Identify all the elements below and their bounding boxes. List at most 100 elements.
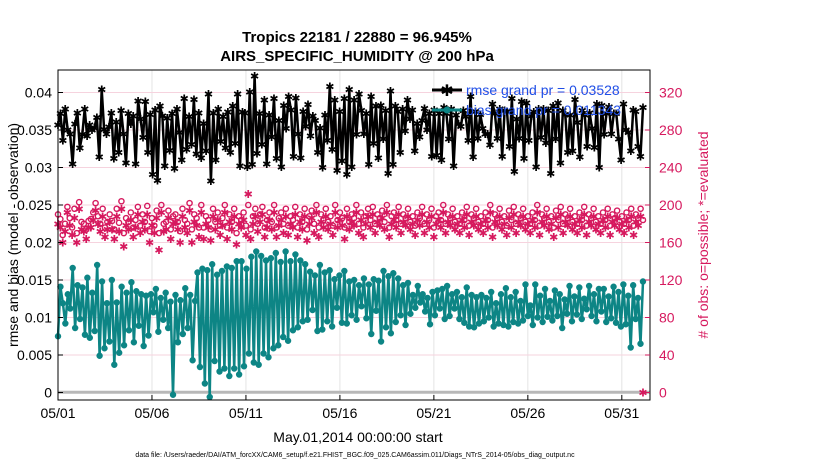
y-right-tick-label: 240 [659,160,683,176]
y-right-tick-label: 320 [659,85,683,101]
possible-point [259,203,266,211]
rmse-point: ✱ [396,148,405,160]
evaluated-point: ✱ [298,224,307,236]
rmse-point: ✱ [410,146,419,158]
evaluated-point: ✱ [563,221,572,233]
possible-point [564,214,572,222]
possible-point [270,201,278,209]
possible-point [498,218,506,226]
bias-point [106,338,113,345]
rmse-point: ✱ [502,106,511,118]
possible-point [306,212,313,220]
series-rmse-line [56,74,645,183]
bias-point [556,291,563,298]
rmse-point: ✱ [262,159,271,171]
evaluated-point: ✱ [467,217,476,229]
bias-point [196,363,204,371]
possible-point [531,216,539,224]
bias-point [380,267,387,275]
rmse-point: ✱ [512,114,521,126]
bias-point [98,278,106,285]
rmse-point: ✱ [223,107,232,119]
bias-point [473,294,480,301]
evaluated-point: ✱ [112,211,121,223]
evaluated-point: ✱ [446,221,455,233]
rmse-point: ✱ [257,139,266,151]
possible-point [630,222,637,229]
rmse-point: ✱ [61,104,70,116]
evaluated-point: ✱ [544,224,553,236]
x-tick-label: 05/21 [416,405,451,421]
possible-point [174,218,182,226]
possible-point [482,209,489,216]
rmse-point: ✱ [119,129,128,141]
evaluated-point: ✱ [429,232,438,244]
rmse-point: ✱ [556,158,565,170]
rmse-point: ✱ [303,100,312,112]
rmse-point: ✱ [464,136,473,148]
bias-point [465,323,473,330]
y-right-tick-label: 80 [659,310,675,326]
bias-point [213,271,221,278]
bias-point [475,320,483,327]
bias-point [150,309,157,316]
possible-point [587,214,595,222]
bias-point [637,340,644,347]
evaluated-point: ✱ [79,226,88,238]
bias-point [458,294,466,301]
rmse-point: ✱ [92,112,101,124]
bias-point [157,294,164,302]
evaluated-point: ✱ [495,211,504,223]
possible-point [510,203,518,211]
possible-point [397,220,405,228]
bias-point [194,269,201,276]
possible-point [395,203,402,211]
rmse-point: ✱ [352,130,361,142]
rmse-point: ✱ [546,169,555,181]
bias-point [603,318,610,326]
possible-point [350,214,358,222]
possible-point [454,212,461,220]
evaluated-point: ✱ [89,215,98,227]
rmse-point: ✱ [403,95,412,107]
bias-point [417,299,424,306]
evaluated-point: ✱ [93,219,102,231]
possible-point [299,218,306,226]
evaluated-point: ✱ [387,219,396,231]
possible-point [545,218,553,226]
possible-point [355,220,362,228]
bias-point [174,339,182,346]
rmse-point: ✱ [245,87,254,99]
possible-point [519,205,527,213]
bias-point [554,312,561,320]
legend-bias-marker-icon [443,106,451,114]
bias-point [338,319,346,326]
rmse-point: ✱ [515,133,524,145]
bias-point [231,365,238,372]
evaluated-point: ✱ [72,238,81,250]
evaluated-point: ✱ [117,204,126,216]
possible-point [517,214,525,222]
evaluated-point: ✱ [129,232,138,244]
bias-point [306,268,314,275]
evaluated-point: ✱ [347,217,356,229]
possible-point [183,220,191,228]
evaluated-point: ✱ [335,215,344,227]
evaluated-point: ✱ [462,209,471,221]
possible-point [266,209,273,216]
bias-point [568,318,576,325]
evaluated-point: ✱ [166,234,175,246]
evaluated-point: ✱ [126,215,135,227]
evaluated-point: ✱ [201,219,210,231]
evaluated-point: ✱ [326,219,335,231]
rmse-point: ✱ [129,111,138,123]
rmse-point: ✱ [70,119,79,131]
bias-point [355,282,363,289]
bias-point [595,285,603,293]
evaluated-point: ✱ [371,228,380,240]
possible-point [132,216,139,224]
rmse-point: ✱ [522,98,531,110]
bias-point [622,321,630,328]
rmse-point: ✱ [563,148,572,160]
rmse-point: ✱ [388,160,397,172]
